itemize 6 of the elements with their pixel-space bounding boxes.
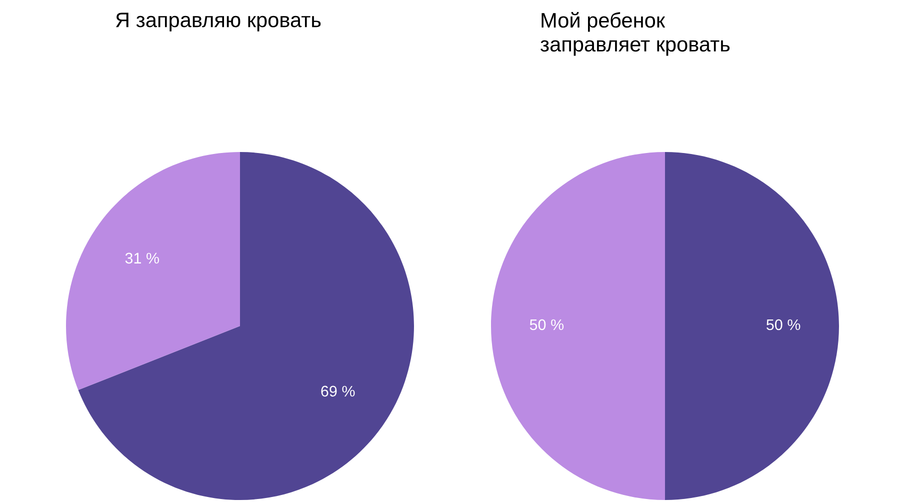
data-label: 50 % — [530, 319, 564, 330]
data-label: 31 % — [125, 252, 160, 264]
data-label: 69 % — [321, 386, 355, 397]
chart-title: Я заправляю кровать — [116, 12, 321, 32]
chart-title: Мой ребенок заправляет кровать — [540, 12, 730, 56]
data-label: 50 % — [766, 319, 800, 330]
